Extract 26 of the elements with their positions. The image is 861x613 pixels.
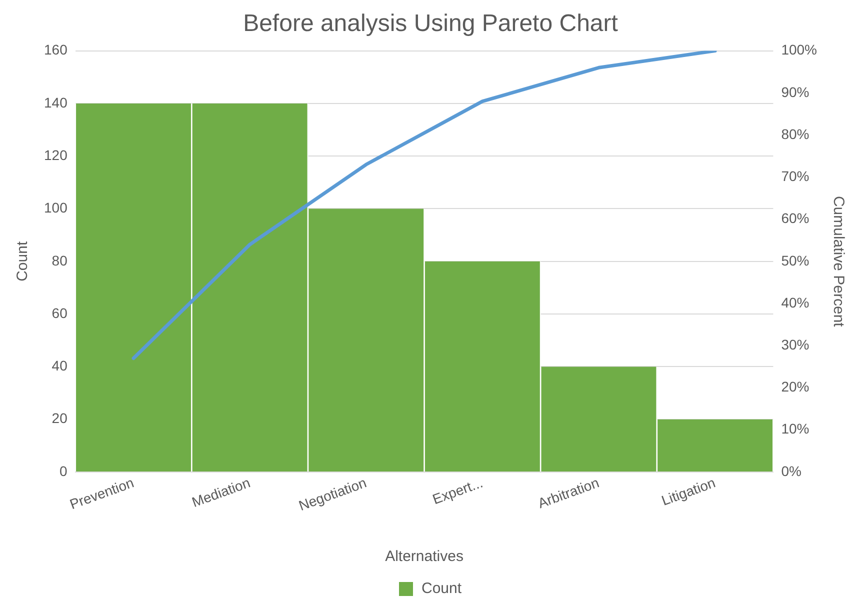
y-tick-label: 120 (44, 146, 68, 163)
y-tick-label: 160 (44, 42, 68, 58)
legend-label: Count (421, 580, 462, 597)
y-tick-label: 80 (52, 252, 68, 268)
y-axis-title: Count (14, 240, 32, 282)
y-tick-label: 0 (60, 462, 68, 479)
y-tick-label: 140 (44, 94, 68, 110)
x-axis-title: Alternatives (385, 548, 464, 566)
x-tick-label: Expert... (430, 474, 485, 508)
y-tick-label: 60 (52, 304, 68, 321)
y2-tick-label: 70% (781, 168, 810, 184)
y2-tick-label: 20% (781, 378, 810, 395)
y2-tick-label: 90% (781, 84, 810, 100)
y2-tick-label: 60% (781, 210, 810, 226)
y2-tick-label: 50% (781, 252, 810, 268)
y-tick-label: 100 (44, 200, 68, 216)
y2-tick-label: 30% (781, 336, 810, 352)
y-tick-label: 40 (52, 358, 68, 374)
y2-tick-label: 100% (781, 42, 818, 58)
y2-tick-label: 10% (781, 420, 810, 437)
y2-tick-label: 80% (781, 126, 810, 142)
y2-axis-title: Cumulative Percent (830, 196, 847, 328)
y2-tick-label: 0% (781, 462, 802, 479)
y-tick-label: 20 (52, 410, 68, 426)
y2-tick-label: 40% (781, 294, 810, 310)
chart-title: Before analysis Using Pareto Chart (243, 10, 618, 38)
